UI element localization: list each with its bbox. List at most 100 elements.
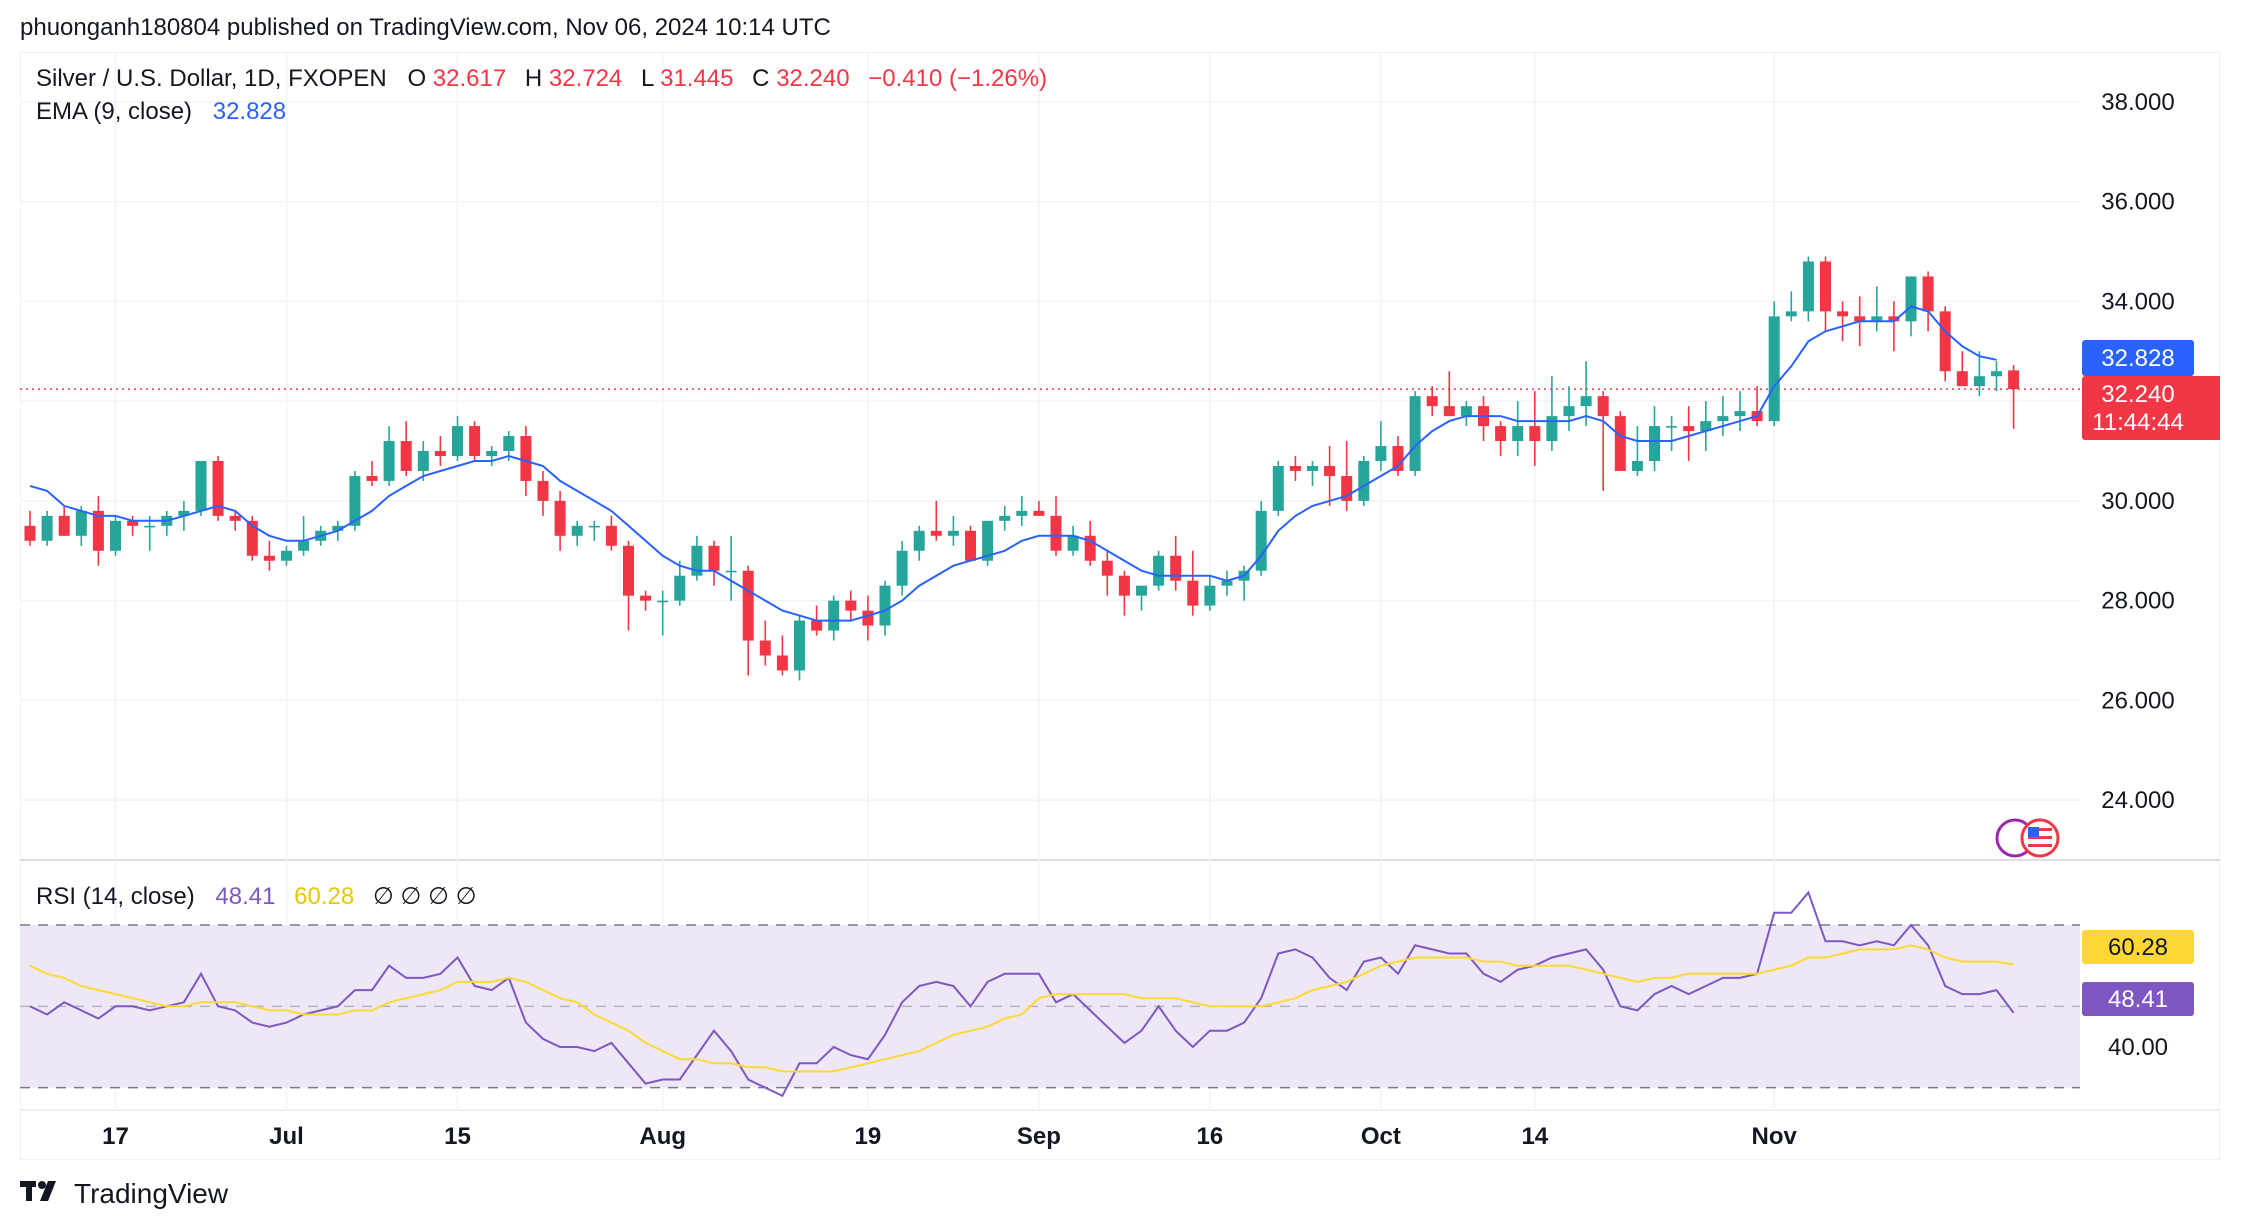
- candle-body: [503, 436, 515, 452]
- chart-frame[interactable]: 24.00026.00028.00030.00032.00034.00036.0…: [19, 51, 2222, 1161]
- tradingview-logo-icon: [20, 1179, 64, 1210]
- rsi-extra: ∅ ∅ ∅ ∅: [373, 883, 477, 910]
- candle: [982, 520, 994, 566]
- candle-body: [1580, 396, 1592, 407]
- legend-row-main: Silver / U.S. Dollar, 1D, FXOPEN O 32.61…: [36, 65, 1047, 92]
- candle-body: [1101, 560, 1113, 576]
- candle-body: [1614, 416, 1626, 471]
- candle: [674, 560, 686, 606]
- time-tick-label: Aug: [639, 1123, 686, 1150]
- candle-body: [571, 525, 583, 536]
- legend-row-rsi: RSI (14, close) 48.41 60.28 ∅ ∅ ∅ ∅: [36, 883, 477, 910]
- candle: [828, 595, 840, 641]
- candle-body: [1495, 426, 1507, 442]
- candle-body: [537, 480, 549, 501]
- candle: [588, 520, 600, 541]
- candle: [1888, 301, 1900, 352]
- candle: [1118, 570, 1130, 616]
- candle: [161, 510, 173, 536]
- candle: [1460, 401, 1472, 427]
- candle: [246, 515, 258, 561]
- candle-body: [417, 451, 429, 471]
- candle-body: [1016, 510, 1028, 516]
- candle: [1204, 575, 1216, 611]
- candle-body: [1649, 426, 1660, 461]
- candle-body: [452, 426, 463, 456]
- candle-body: [1341, 475, 1353, 501]
- last-price-badge: 32.240 11:44:44: [2082, 376, 2222, 440]
- chart-svg[interactable]: 24.00026.00028.00030.00032.00034.00036.0…: [19, 51, 2222, 1161]
- candle: [434, 436, 446, 466]
- legend-close-label: C: [752, 65, 769, 92]
- candle: [110, 515, 121, 556]
- ema-line: [29, 305, 1997, 622]
- candle-body: [588, 525, 600, 528]
- candle-body: [1854, 316, 1866, 322]
- candle-body: [1392, 446, 1404, 471]
- candle-body: [1067, 535, 1079, 551]
- price-tick-label: 24.000: [2101, 787, 2174, 814]
- candle: [1631, 426, 1643, 476]
- candle: [1922, 271, 1934, 332]
- candle: [1375, 421, 1387, 471]
- brand-footer[interactable]: TradingView: [20, 1178, 228, 1210]
- candle: [759, 620, 771, 666]
- candle-body: [1187, 580, 1199, 606]
- candle-body: [298, 540, 310, 551]
- price-tick-label: 38.000: [2101, 89, 2174, 116]
- candle-body: [486, 451, 498, 456]
- candle: [1255, 500, 1267, 576]
- candle: [486, 446, 498, 466]
- grid-layer: [19, 51, 2221, 1161]
- candle-body: [1426, 396, 1438, 407]
- candle: [1802, 256, 1814, 322]
- candle-body: [58, 515, 70, 536]
- candle: [92, 495, 104, 566]
- candle-body: [127, 520, 139, 526]
- candle-body: [1136, 585, 1147, 596]
- candle: [1221, 570, 1233, 596]
- candle-body: [92, 510, 104, 551]
- rsi-badge-text: 48.41: [2108, 986, 2168, 1013]
- candle: [879, 580, 891, 636]
- candle: [58, 505, 70, 536]
- candle-body: [41, 515, 53, 541]
- candle: [1597, 391, 1609, 491]
- candle: [127, 515, 139, 536]
- candle-body: [1820, 261, 1831, 312]
- candle-body: [1307, 465, 1318, 471]
- candle-body: [1768, 316, 1780, 422]
- candle-body: [246, 520, 258, 556]
- candle-body: [263, 555, 275, 561]
- candle-body: [1973, 376, 1985, 387]
- price-tick-label: 34.000: [2101, 288, 2174, 315]
- time-tick-label: Oct: [1361, 1123, 1401, 1150]
- candle: [930, 500, 942, 541]
- candle-body: [605, 525, 617, 546]
- candle: [1409, 391, 1421, 476]
- candle: [742, 565, 754, 676]
- us-flag-event-icon[interactable]: [1995, 818, 2060, 858]
- candle: [1067, 525, 1079, 556]
- time-tick-label: 17: [102, 1123, 129, 1150]
- candle: [417, 441, 429, 481]
- candle-body: [24, 525, 36, 541]
- candle-body: [520, 436, 532, 481]
- candle: [1170, 535, 1182, 591]
- legend-high-label: H: [525, 65, 542, 92]
- candle: [212, 456, 224, 521]
- candle-body: [640, 595, 652, 601]
- candle-body: [1529, 426, 1541, 442]
- candle: [623, 540, 634, 631]
- candle: [1392, 436, 1404, 476]
- candle-body: [982, 520, 994, 561]
- candle: [41, 510, 53, 546]
- candle: [554, 490, 566, 551]
- candle-body: [1700, 421, 1712, 432]
- candle-body: [913, 530, 925, 551]
- candle-body: [674, 575, 686, 601]
- candle-body: [930, 530, 942, 536]
- candle: [640, 590, 652, 611]
- candle: [1443, 371, 1455, 417]
- candle: [1478, 396, 1489, 442]
